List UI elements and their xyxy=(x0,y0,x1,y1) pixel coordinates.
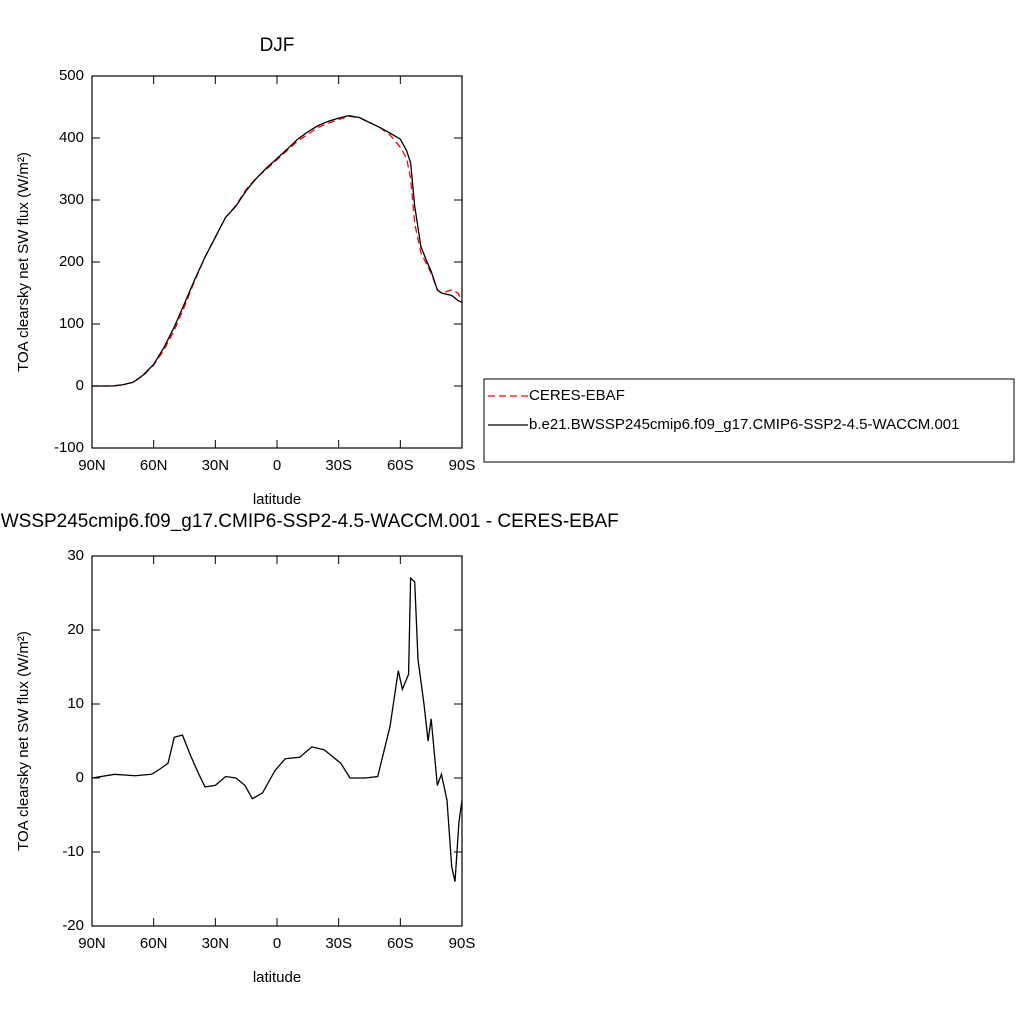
x-tick-label: 60S xyxy=(387,457,414,474)
chart-title: DJF xyxy=(260,35,295,56)
data-line xyxy=(92,115,463,387)
x-tick-label: 90S xyxy=(449,457,476,474)
y-tick-label: 0 xyxy=(76,769,84,786)
x-tick-label: 90S xyxy=(449,935,476,952)
data-line xyxy=(92,115,463,387)
x-tick-label: 60N xyxy=(140,935,168,952)
x-tick-label: 30S xyxy=(325,457,352,474)
legend-box xyxy=(483,378,1015,463)
y-axis-label: TOA clearsky net SW flux (W/m²) xyxy=(15,152,32,372)
y-tick-label: -10 xyxy=(62,843,84,860)
plot-frame xyxy=(91,75,463,449)
y-tick-label: 0 xyxy=(76,377,84,394)
y-tick-label: 500 xyxy=(59,67,84,84)
y-tick-label: -20 xyxy=(62,917,84,934)
x-tick-label: 0 xyxy=(273,457,281,474)
x-tick-label: 60N xyxy=(140,457,168,474)
x-tick-label: 90N xyxy=(78,457,106,474)
y-tick-label: 10 xyxy=(67,695,84,712)
x-tick-label: 90N xyxy=(78,935,106,952)
y-tick-label: 30 xyxy=(67,547,84,564)
x-axis-label: latitude xyxy=(253,969,301,986)
data-line xyxy=(91,576,463,882)
x-tick-label: 30N xyxy=(202,935,230,952)
y-tick-label: 400 xyxy=(59,129,84,146)
legend-label: CERES-EBAF xyxy=(529,387,625,404)
y-tick-label: 200 xyxy=(59,253,84,270)
y-axis-label: TOA clearsky net SW flux (W/m²) xyxy=(15,631,32,851)
x-tick-label: 60S xyxy=(387,935,414,952)
y-tick-label: 300 xyxy=(59,191,84,208)
x-tick-label: 30N xyxy=(202,457,230,474)
x-axis-label: latitude xyxy=(253,491,301,508)
y-tick-label: 100 xyxy=(59,315,84,332)
legend-label: b.e21.BWSSP245cmip6.f09_g17.CMIP6-SSP2-4… xyxy=(529,416,959,433)
plot-frame xyxy=(91,555,463,927)
x-tick-label: 30S xyxy=(325,935,352,952)
y-tick-label: 20 xyxy=(67,621,84,638)
x-tick-label: 0 xyxy=(273,935,281,952)
chart-title: b.e21.BWSSP245cmip6.f09_g17.CMIP6-SSP2-4… xyxy=(0,511,619,532)
legend: CERES-EBAF b.e21.BWSSP245cmip6.f09_g17.CM… xyxy=(483,378,1015,463)
y-tick-label: -100 xyxy=(54,439,84,456)
